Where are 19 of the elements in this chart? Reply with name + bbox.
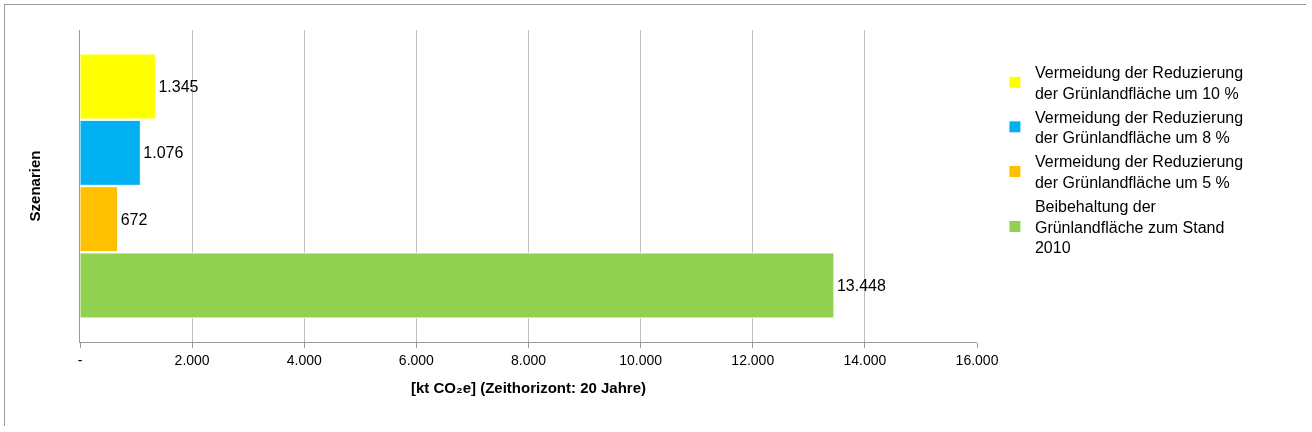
legend-label: Vermeidung der Reduzierung der Grünlandfläche um 8 % [1034,108,1244,147]
x-tick-label: 4.000 [286,351,322,368]
x-tick-label: 8.000 [510,351,547,368]
x-tick-label: - [77,351,83,368]
x-tick-label: 10.000 [619,351,663,368]
x-axis-title: [kt CO₂e] (Zeithorizont: 20 Jahre) [410,378,647,396]
x-tick-label: 16.000 [955,351,999,368]
x-tick-label: 2.000 [174,351,210,368]
legend-label: Vermeidung der Reduzierung der Grünlandfläche um 5 % [1034,153,1244,192]
y-axis-title: Szenarien [26,150,43,222]
x-tick-label: 12.000 [731,351,775,368]
legend-label: Beibehaltung der Grünlandfläche zum Stand 2010 [1034,197,1225,257]
legend-label: Vermeidung der Reduzierung der Grünlandfläche um 10 % [1034,64,1244,102]
data-label: 1.076 [143,144,184,162]
x-tick-label: 14.000 [843,351,887,368]
x-tick-label: 6.000 [398,351,435,368]
data-label: 13.448 [836,276,886,294]
data-label: 672 [120,210,148,228]
data-label: 1.345 [158,78,199,96]
